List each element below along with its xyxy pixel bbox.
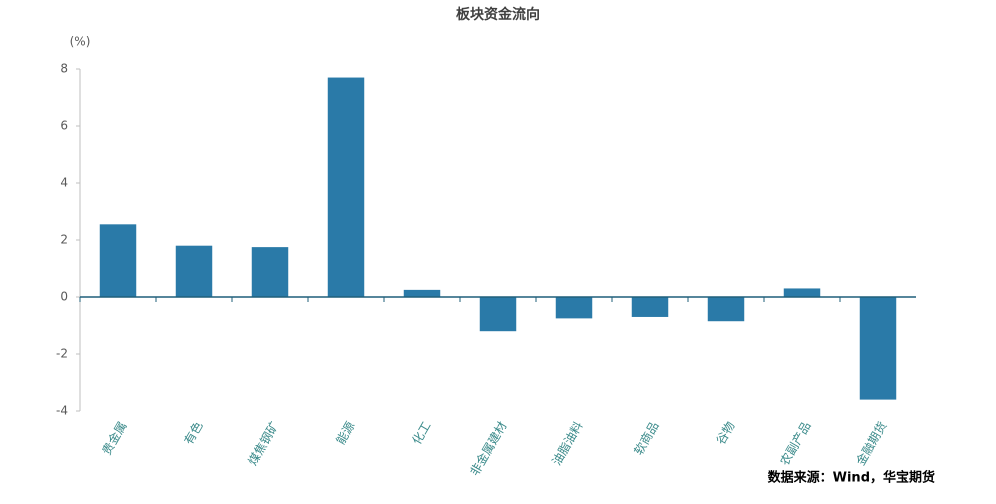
y-tick-label: -2 (56, 347, 68, 361)
bar (251, 247, 289, 297)
bar (327, 77, 365, 297)
bar (707, 297, 745, 322)
x-tick-label: 有色 (181, 419, 205, 447)
y-tick-label: 0 (60, 290, 68, 304)
x-tick-label: 能源 (333, 419, 357, 447)
source-note: 数据来源：Wind，华宝期货 (768, 470, 935, 486)
bar (403, 289, 441, 297)
y-tick-label: 2 (60, 233, 68, 247)
bar (175, 245, 213, 297)
x-tick-label: 油脂油料 (549, 419, 586, 468)
bar (555, 297, 593, 319)
y-tick-label: 8 (60, 62, 68, 76)
bar (631, 297, 669, 317)
bar (479, 297, 517, 332)
x-tick-label: 化工 (409, 419, 433, 447)
bar (859, 297, 897, 400)
y-tick-label: 6 (60, 119, 68, 133)
chart-title: 板块资金流向 (456, 6, 540, 23)
y-tick-label: 4 (60, 176, 68, 190)
bar (99, 224, 137, 297)
x-tick-label: 谷物 (713, 419, 737, 447)
x-tick-label: 农副产品 (777, 419, 813, 468)
y-tick-label: -4 (56, 404, 68, 418)
x-tick-label: 金融期货 (853, 419, 890, 468)
bar (783, 288, 821, 297)
x-tick-label: 煤焦钢矿 (245, 419, 281, 468)
x-tick-label: 软商品 (631, 419, 662, 458)
x-tick-label: 非金属建材 (467, 419, 510, 478)
x-tick-label: 贵金属 (99, 419, 130, 458)
y-axis-label: (%) (70, 35, 91, 49)
